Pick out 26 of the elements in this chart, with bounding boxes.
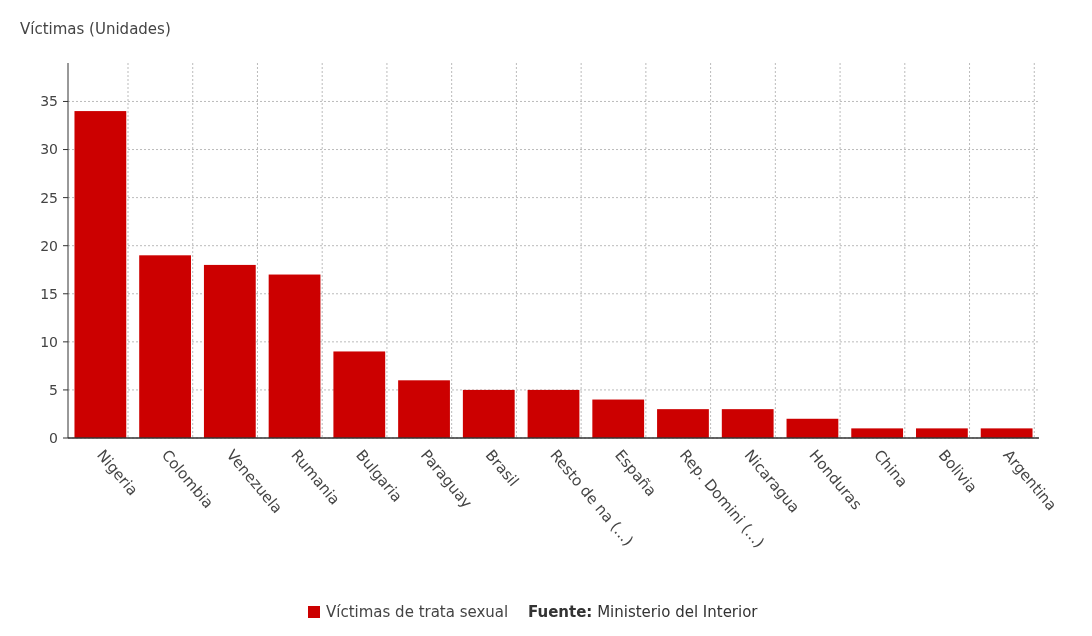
bar: [851, 428, 904, 438]
y-tick-label: 35: [40, 93, 58, 110]
y-tick-label: 10: [40, 333, 58, 350]
bar: [203, 264, 256, 438]
bar: [592, 399, 645, 438]
y-tick-label: 30: [40, 141, 58, 158]
y-axis-title: Víctimas (Unidades): [20, 20, 171, 38]
bar: [980, 428, 1033, 438]
bar: [786, 418, 839, 438]
bar: [657, 409, 709, 438]
source-note: Fuente: Ministerio del Interior: [528, 603, 759, 622]
bar: [527, 389, 580, 438]
bar: [268, 274, 321, 438]
bar: [721, 409, 774, 438]
y-tick-label: 0: [49, 429, 58, 446]
bar: [333, 351, 386, 438]
y-tick-label: 5: [49, 381, 58, 398]
bar: [916, 428, 968, 438]
bar: [462, 389, 515, 438]
bar: [139, 255, 191, 438]
bar: [74, 111, 127, 438]
bar: [398, 380, 450, 438]
y-tick-label: 15: [40, 285, 58, 302]
legend-label: Víctimas de trata sexual: [326, 603, 509, 622]
y-tick-label: 20: [40, 237, 58, 254]
y-tick-label: 25: [40, 189, 58, 206]
